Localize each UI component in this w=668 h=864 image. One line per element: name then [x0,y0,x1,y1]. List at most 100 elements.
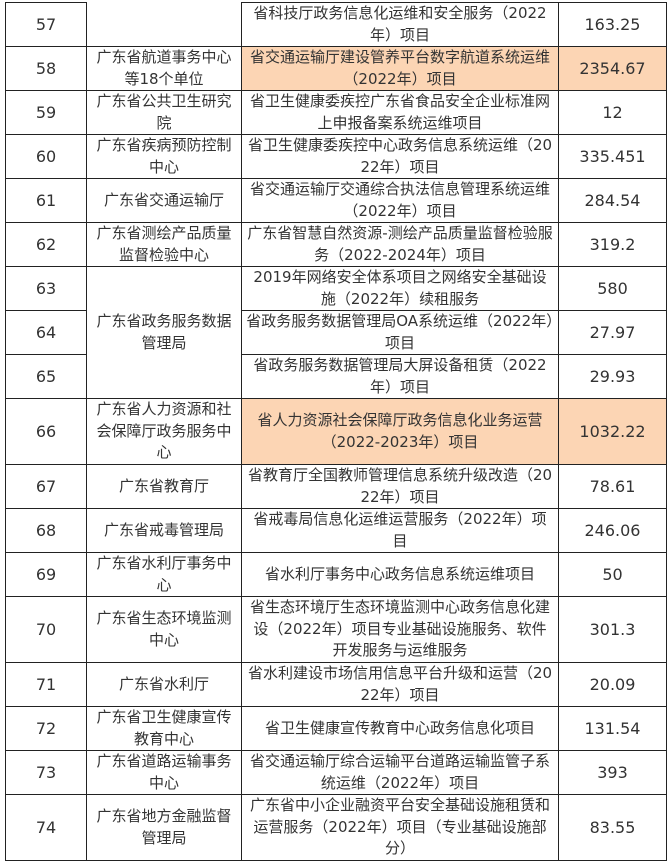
unit-name-text: 广东省地方金融监督管理局 [96,807,232,847]
unit-name: 广东省道路运输事务中心 [86,750,242,795]
amount: 335.451 [558,134,667,179]
unit-name: 广东省测绘产品质量监督检验中心 [86,222,242,267]
row-number: 72 [5,706,87,751]
amount-text: 12 [602,102,623,122]
table-row: 70 广东省生态环境监测中心 省生态环境厅生态环境监测中心政务信息化建设（2022年… [5,596,667,663]
row-number: 57 [5,2,87,47]
amount-text: 29.93 [589,366,636,386]
amount: 284.54 [558,178,667,223]
row-number: 61 [5,178,87,223]
project-name-text: 省教育厅全国教师管理信息系统升级改造（2022年）项目 [247,466,553,506]
amount: 131.54 [558,706,667,751]
table-row: 67 广东省教育厅 省教育厅全国教师管理信息系统升级改造（2022年）项目 78.61 [5,464,667,509]
row-number-text: 59 [35,102,57,122]
amount: 12 [558,90,667,135]
project-name: 2019年网络安全体系项目之网络安全基础设施（2022年）续租服务 [241,266,559,311]
row-number-text: 66 [35,421,57,441]
unit-name: 广东省戒毒管理局 [86,508,242,553]
project-name-text: 省政务服务数据管理局OA系统运维（2022年）项目 [246,312,554,352]
project-name: 广东省中小企业融资平台安全基础设施租赁和运营服务（2022年）项目（专业基础设施… [241,794,559,861]
amount: 1032.22 [558,398,667,465]
amount-text: 83.55 [589,817,636,837]
amount: 20.09 [558,662,667,707]
table-row: 72 广东省卫生健康宣传教育中心 省卫生健康宣传教育中心政务信息化项目 131.54 [5,706,667,751]
row-number-text: 62 [35,234,57,254]
row-number-text: 73 [35,762,57,782]
row-number-text: 69 [35,564,57,584]
unit-name: 广东省疾病预防控制中心 [86,134,242,179]
amount: 78.61 [558,464,667,509]
row-number-text: 70 [35,619,57,639]
unit-name-text: 广东省交通运输厅 [103,190,224,209]
unit-name: 广东省卫生健康宣传教育中心 [86,706,242,751]
project-name-text: 省戒毒局信息化运维运营服务（2022年）项目 [253,510,547,550]
row-number: 65 [5,354,87,399]
project-name-text: 2019年网络安全体系项目之网络安全基础设施（2022年）续租服务 [253,268,547,308]
project-name: 省交通运输厅建设管养平台数字航道系统运维（2022年）项目 [241,46,559,91]
project-name-text: 省交通运输厅交通综合执法信息管理系统运维（2022年）项目 [249,180,550,220]
row-number-text: 58 [35,58,57,78]
table-row: 73 广东省道路运输事务中心 省交通运输厅综合运输平台道路运输监管子系统运维（202… [5,750,667,795]
unit-name-text: 广东省测绘产品质量监督检验中心 [96,224,232,264]
table-row: 64 省政务服务数据管理局OA系统运维（2022年）项目 27.97 [5,310,667,355]
project-name: 省交通运输厅交通综合执法信息管理系统运维（2022年）项目 [241,178,559,223]
project-name-text: 广东省智慧自然资源-测绘产品质量监督检验服务（2022-2024年）项目 [247,224,553,264]
project-name: 省交通运输厅综合运输平台道路运输监管子系统运维（2022年）项目 [241,750,559,795]
unit-name: 广东省政务服务数据管理局 [86,266,242,399]
project-name: 省科技厅政务信息化运维和安全服务（2022年）项目 [241,2,559,47]
unit-name [86,2,242,47]
amount-text: 246.06 [584,520,641,540]
project-name: 省戒毒局信息化运维运营服务（2022年）项目 [241,508,559,553]
project-name-text: 省卫生健康委疾控广东省食品安全企业标准网上申报备案系统运维项目 [249,92,550,132]
unit-name-text: 广东省水利厅事务中心 [96,554,232,594]
row-number-text: 57 [35,14,57,34]
table-row: 57 省科技厅政务信息化运维和安全服务（2022年）项目 163.25 [5,2,667,47]
project-name-text: 广东省中小企业融资平台安全基础设施租赁和运营服务（2022年）项目（专业基础设施… [249,796,550,858]
unit-name-text: 广东省疾病预防控制中心 [96,136,232,176]
project-name: 省水利建设市场信用信息平台升级和运营（2022年）项目 [241,662,559,707]
row-number: 70 [5,596,87,663]
row-number: 68 [5,508,87,553]
project-name: 省教育厅全国教师管理信息系统升级改造（2022年）项目 [241,464,559,509]
row-number: 66 [5,398,87,465]
project-name-text: 省政务服务数据管理局大屏设备租赁（2022年）项目 [253,356,547,396]
row-number-text: 67 [35,476,57,496]
table-row: 62 广东省测绘产品质量监督检验中心 广东省智慧自然资源-测绘产品质量监督检验服务（… [5,222,667,267]
row-number-text: 65 [35,366,57,386]
unit-name: 广东省地方金融监督管理局 [86,794,242,861]
unit-name: 广东省生态环境监测中心 [86,596,242,663]
amount: 301.3 [558,596,667,663]
row-number-text: 60 [35,146,57,166]
table-row: 69 广东省水利厅事务中心 省水利厅事务中心政务信息系统运维项目 50 [5,552,667,597]
table-row: 65 省政务服务数据管理局大屏设备租赁（2022年）项目 29.93 [5,354,667,399]
unit-name-text: 广东省教育厅 [118,476,209,495]
project-table: 57 省科技厅政务信息化运维和安全服务（2022年）项目 163.25 58 广东省航道… [5,2,667,861]
table-row: 71 广东省水利厅 省水利建设市场信用信息平台升级和运营（2022年）项目 20.09 [5,662,667,707]
row-number: 71 [5,662,87,707]
amount: 83.55 [558,794,667,861]
unit-name: 广东省教育厅 [86,464,242,509]
amount-text: 1032.22 [579,421,646,441]
table-row: 66 广东省人力资源和社会保障厅政务服务中心 省人力资源社会保障厅政务信息化业务运营… [5,398,667,465]
row-number: 67 [5,464,87,509]
amount: 393 [558,750,667,795]
unit-name: 广东省航道事务中心等18个单位 [86,46,242,91]
project-name: 省生态环境厅生态环境监测中心政务信息化建设（2022年）项目专业基础设施服务、软… [241,596,559,663]
row-number: 69 [5,552,87,597]
unit-name: 广东省交通运输厅 [86,178,242,223]
unit-name-text: 广东省政务服务数据管理局 [96,312,232,352]
amount: 2354.67 [558,46,667,91]
amount: 27.97 [558,310,667,355]
row-number-text: 63 [35,278,57,298]
unit-name: 广东省水利厅事务中心 [86,552,242,597]
project-name: 省水利厅事务中心政务信息系统运维项目 [241,552,559,597]
amount-text: 580 [597,278,628,298]
row-number-text: 72 [35,718,57,738]
table-row: 58 广东省航道事务中心等18个单位 省交通运输厅建设管养平台数字航道系统运维（20… [5,46,667,91]
row-number-text: 64 [35,322,57,342]
unit-name-text: 广东省公共卫生研究院 [96,92,232,132]
project-name-text: 省水利厅事务中心政务信息系统运维项目 [264,564,535,583]
project-name: 省卫生健康委疾控广东省食品安全企业标准网上申报备案系统运维项目 [241,90,559,135]
unit-name-text: 广东省航道事务中心等18个单位 [96,48,232,88]
amount-text: 27.97 [589,322,636,342]
